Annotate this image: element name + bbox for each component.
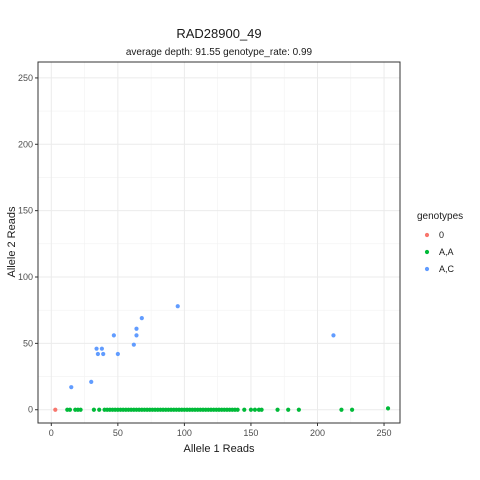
data-point [134, 326, 139, 331]
data-point [111, 333, 116, 338]
data-point [78, 407, 83, 412]
plot-panel [38, 62, 400, 423]
data-point [97, 407, 102, 412]
x-tick-label: 100 [177, 428, 192, 438]
minor-grid [38, 62, 400, 423]
y-tick-label: 250 [18, 73, 33, 83]
data-point [131, 342, 136, 347]
legend-key [424, 232, 430, 238]
data-point [139, 316, 144, 321]
data-points [53, 304, 391, 412]
legend-key [424, 266, 430, 272]
data-point [67, 407, 73, 412]
data-point [175, 304, 180, 309]
y-tick-label: 50 [23, 338, 33, 348]
data-point [242, 407, 247, 412]
data-point [259, 407, 264, 412]
data-point [95, 351, 100, 357]
plot-border [37, 61, 401, 424]
data-point [275, 407, 280, 412]
data-point [235, 407, 240, 412]
chart-subtitle: average depth: 91.55 genotype_rate: 0.99 [126, 47, 313, 58]
data-point [115, 351, 120, 357]
data-point [69, 385, 74, 390]
data-point [252, 407, 258, 412]
x-axis-ticks: 0 50 100 150 200 250 [49, 423, 392, 438]
chart-title: RAD28900_49 [176, 26, 261, 41]
data-point [248, 407, 254, 412]
legend-items: 0 A,A A,C [424, 230, 455, 274]
data-point [385, 406, 391, 411]
x-tick-label: 0 [49, 428, 54, 438]
data-point [53, 407, 58, 412]
y-tick-label: 0 [28, 405, 33, 415]
x-tick-label: 150 [243, 428, 258, 438]
y-tick-label: 200 [18, 139, 33, 149]
legend-key [424, 249, 430, 255]
y-axis-ticks: 0 50 100 150 200 250 [18, 73, 38, 415]
data-point [296, 407, 301, 412]
x-axis-title: Allele 1 Reads [184, 443, 255, 455]
legend-label: A,C [439, 264, 455, 274]
legend-title: genotypes [417, 211, 463, 222]
data-point [99, 346, 104, 351]
legend: genotypes 0 A,A A,C [417, 211, 463, 274]
x-tick-label: 250 [377, 428, 392, 438]
legend-label: A,A [439, 247, 454, 257]
data-point [286, 407, 291, 412]
data-point [331, 333, 336, 338]
data-point [94, 346, 99, 351]
data-point [339, 407, 344, 412]
legend-label: 0 [439, 230, 444, 240]
data-point [349, 407, 355, 412]
data-point [134, 333, 139, 338]
data-point [101, 351, 106, 357]
data-point [91, 407, 96, 412]
y-tick-label: 100 [18, 272, 33, 282]
x-tick-label: 200 [310, 428, 325, 438]
y-axis-title: Allele 2 Reads [6, 206, 18, 277]
data-point [89, 379, 94, 384]
y-tick-label: 150 [18, 206, 33, 216]
x-tick-label: 50 [113, 428, 123, 438]
